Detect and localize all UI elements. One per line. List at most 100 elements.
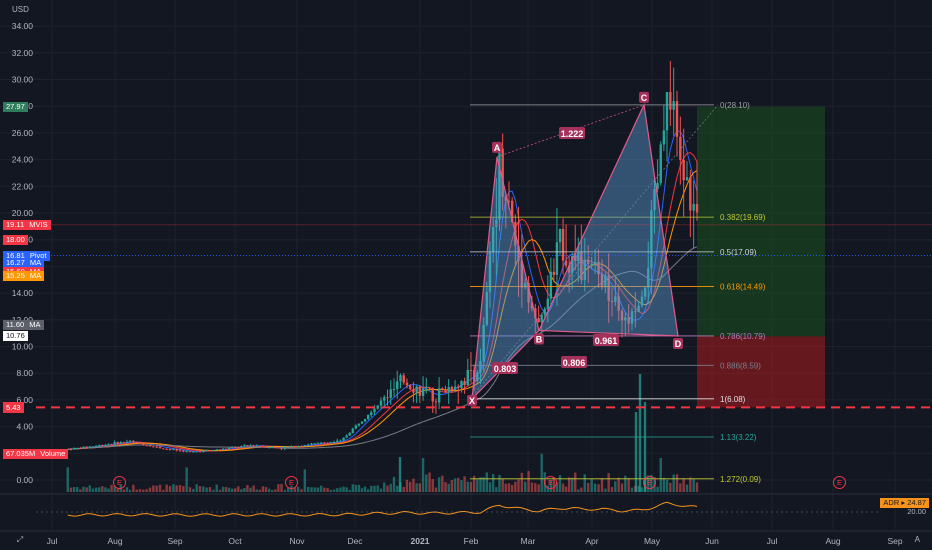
candle-body (202, 450, 205, 452)
volume-bar (476, 479, 479, 492)
volume-bar (590, 478, 593, 492)
volume-bar (208, 487, 212, 492)
volume-bar (421, 457, 425, 492)
volume-bar (386, 485, 389, 492)
candle-body (339, 440, 342, 442)
price-tick-label: 32.00 (12, 48, 34, 58)
long-position-tool[interactable] (697, 106, 825, 408)
volume-bar (98, 487, 101, 492)
pattern-point-badge (492, 141, 502, 153)
price-tag: 18.00 (3, 234, 28, 245)
volume-bar (329, 489, 333, 492)
harmonic-pattern[interactable]: X A B C D 1.222 0.803 0.806 0.961 (467, 91, 683, 406)
pattern-point-badge (467, 394, 477, 406)
volume-bar (447, 483, 450, 492)
time-tick-label: Feb (464, 536, 479, 546)
volume-bar (91, 488, 95, 492)
fib-level-label: 0.786(10.79) (720, 332, 766, 341)
adr-indicator-tag: ADR ▸ 24.87 (880, 498, 929, 508)
volume-bar (342, 486, 345, 492)
volume-bar (363, 486, 367, 492)
volume-bar (249, 487, 252, 492)
pattern-point-label: B (536, 334, 543, 344)
volume-bar (286, 487, 290, 492)
volume-bar (132, 484, 135, 492)
price-tag: 27.97 (3, 101, 28, 112)
volume-spike (398, 457, 402, 492)
earnings-marker[interactable]: E (113, 476, 126, 489)
volume-bar (152, 485, 155, 492)
candle-body (231, 447, 234, 449)
volume-bar (485, 472, 489, 492)
candle-body (689, 177, 692, 211)
candle-body (647, 268, 650, 288)
candle-body (402, 375, 405, 383)
candle-body (692, 203, 695, 211)
candle-body (319, 442, 323, 444)
adr-value: 24.87 (907, 498, 926, 507)
volume-bar (215, 484, 218, 492)
candle-body (607, 275, 610, 301)
candle-body (669, 92, 672, 110)
candle-body (425, 387, 428, 389)
earnings-marker[interactable]: E (643, 476, 656, 489)
candle-body (208, 450, 212, 452)
price-tag-name: Volume (38, 449, 66, 458)
earnings-marker[interactable]: E (833, 476, 846, 489)
candle-body (172, 449, 175, 451)
volume-bar (537, 484, 540, 492)
candle-body (695, 203, 699, 213)
candle-body (158, 446, 162, 449)
candle-body (145, 445, 148, 447)
candle-body (195, 451, 198, 453)
candle-body (286, 446, 290, 448)
volume-bar (195, 484, 198, 492)
candle-body (527, 282, 530, 303)
earnings-marker[interactable]: E (544, 476, 557, 489)
volume-bar (624, 475, 627, 492)
volume-bar (85, 487, 88, 492)
volume-bar (412, 478, 415, 492)
volume-bar (293, 488, 297, 492)
time-tick-label: May (644, 536, 661, 546)
volume-bar (72, 487, 76, 492)
candle-body (79, 447, 82, 449)
candle-body (300, 445, 303, 447)
candle-body (665, 92, 669, 131)
fib-level-label: 0.618(14.49) (720, 283, 766, 292)
candle-body (224, 448, 228, 450)
candle-body (182, 450, 185, 452)
candle-body (662, 130, 666, 145)
price-tag-value: 27.97 (6, 101, 25, 111)
volume-bar (255, 489, 258, 492)
earnings-marker[interactable]: E (285, 476, 298, 489)
volume-bar (267, 488, 271, 492)
candle-body (82, 446, 85, 449)
candle-body (376, 405, 379, 409)
candle-body (72, 448, 76, 450)
candle-body (332, 442, 336, 444)
candle-body (583, 260, 586, 281)
auto-scale-button[interactable]: A (914, 535, 920, 544)
volume-bar (373, 485, 376, 492)
volume-bar (240, 489, 243, 492)
volume-bar (354, 484, 358, 492)
candle-body (412, 389, 415, 393)
time-tick-label: Jun (705, 536, 719, 546)
zoom-icon[interactable]: ⤢ (16, 535, 24, 544)
volume-bar (453, 478, 457, 492)
volume-bar (564, 486, 568, 492)
candle-body (357, 423, 361, 426)
candle-body (255, 445, 258, 447)
candle-body (558, 229, 562, 243)
volume-bar (366, 489, 370, 492)
candle-body (643, 287, 647, 297)
time-axis[interactable]: Jul Aug Sep Oct Nov Dec 2021 Feb Mar Apr May Jun Jul… (0, 530, 932, 546)
volume-bar (379, 488, 383, 492)
volume-bar (198, 486, 202, 492)
candle-body (570, 255, 574, 273)
volume-bar (408, 481, 412, 492)
ratio-label: 0.803 (494, 364, 517, 374)
volume-bar (148, 487, 152, 492)
